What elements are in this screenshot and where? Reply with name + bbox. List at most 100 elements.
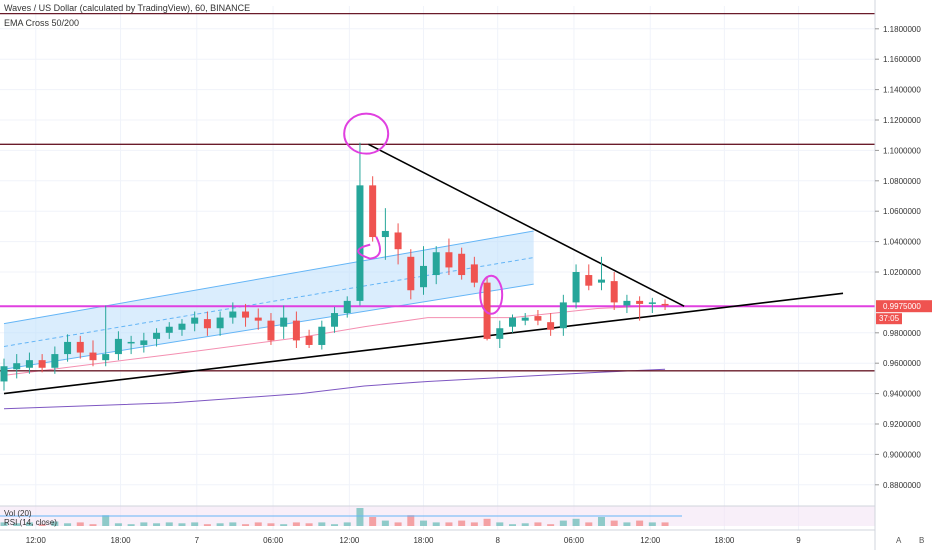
- volume-bar: [64, 523, 72, 526]
- volume-bar: [458, 520, 466, 526]
- x-tick-label: 06:00: [263, 536, 284, 545]
- countdown-label: 37:05: [879, 314, 900, 323]
- y-tick-label: 0.9000000: [883, 450, 921, 459]
- candle-body: [636, 300, 644, 304]
- y-tick-label: 1.1200000: [883, 116, 921, 125]
- candle-body: [483, 282, 491, 339]
- volume-bar: [89, 524, 97, 526]
- candle-body: [610, 281, 618, 303]
- volume-bar: [38, 524, 46, 526]
- volume-bar: [305, 523, 313, 526]
- volume-bar: [102, 515, 110, 526]
- x-tick-label: 9: [796, 536, 801, 545]
- volume-bar: [445, 522, 453, 526]
- candle-body: [178, 323, 186, 330]
- annotation-circle: [357, 236, 382, 260]
- channel-fill: [4, 230, 534, 370]
- candle-body: [318, 326, 326, 345]
- volume-bar: [51, 521, 59, 526]
- candle-body: [331, 313, 339, 327]
- trend-line: [368, 143, 685, 307]
- volume-bar: [394, 522, 402, 526]
- candle-body: [534, 316, 542, 321]
- volume-bar: [203, 524, 211, 526]
- y-tick-label: 1.0200000: [883, 268, 921, 277]
- candle-body: [445, 252, 453, 268]
- candle-body: [254, 317, 262, 321]
- volume-bar: [165, 522, 173, 526]
- price-label-box: [876, 300, 932, 313]
- volume-bar: [509, 524, 516, 526]
- study-label[interactable]: EMA Cross 50/200: [4, 18, 80, 28]
- candle-body: [661, 303, 669, 306]
- y-tick-label: 0.9400000: [883, 390, 921, 399]
- volume-bar: [13, 523, 21, 526]
- y-tick-label: 0.9200000: [883, 420, 921, 429]
- time-axis: 12:00 18:00 7 06:00 12:00 18:00 8 06:00 12:00 18:…: [0, 529, 875, 545]
- candle-body: [559, 302, 567, 329]
- candle-body: [381, 230, 389, 238]
- candle-body: [203, 319, 211, 329]
- volume-bar: [191, 522, 199, 526]
- candle-body: [420, 265, 428, 288]
- channel-upper: [3, 230, 534, 325]
- volume-bar: [267, 523, 275, 526]
- volume-bar: [597, 517, 605, 526]
- price-axis: 1.1800000 1.1600000 1.1400000 1.1200000 1.10…: [874, 0, 932, 550]
- candle-body: [191, 317, 199, 324]
- candle-body: [356, 185, 364, 301]
- volume-bar: [432, 522, 440, 526]
- volume-bar: [229, 522, 237, 526]
- x-tick-label: 7: [195, 536, 200, 545]
- volume-bar: [483, 518, 491, 526]
- volume-bar: [356, 508, 364, 526]
- candle-body: [76, 341, 84, 353]
- auto-scale-button[interactable]: A: [896, 536, 902, 545]
- countdown-box: [876, 313, 902, 325]
- volume-bar: [292, 522, 300, 526]
- candle-body: [114, 338, 122, 355]
- x-tick-label: 12:00: [339, 536, 360, 545]
- volume-bar: [331, 524, 339, 526]
- rsi-label[interactable]: RSI (14, close): [4, 518, 57, 527]
- volume-bar: [470, 522, 478, 526]
- volume-bar: [407, 515, 415, 526]
- x-tick-label: 12:00: [26, 536, 47, 545]
- volume-bar: [127, 524, 135, 526]
- horizontal-lines: [0, 12, 875, 372]
- candle-body: [25, 360, 33, 368]
- volume-bar: [381, 520, 389, 526]
- y-tick-label: 0.9600000: [883, 359, 921, 368]
- volume-bar: [153, 523, 161, 526]
- volume-bar: [254, 522, 262, 526]
- candle-body: [509, 317, 516, 327]
- candle-body: [102, 354, 110, 361]
- x-tick-label: 8: [495, 536, 500, 545]
- volume-bar: [648, 522, 656, 526]
- candle-body: [242, 311, 250, 318]
- volume-bar: [318, 522, 326, 526]
- candle-body: [585, 275, 593, 286]
- candle-body: [89, 352, 97, 361]
- volume-bar: [216, 523, 224, 526]
- candle-body: [432, 252, 440, 276]
- volume-label[interactable]: Vol (20): [4, 509, 32, 518]
- channel-mid: [3, 257, 534, 347]
- volume-bar: [521, 523, 529, 526]
- y-tick-label: 1.0400000: [883, 238, 921, 247]
- x-tick-label: 18:00: [413, 536, 434, 545]
- volume-bar: [280, 524, 288, 526]
- candle-body: [369, 185, 377, 238]
- candle-body: [51, 354, 59, 368]
- log-scale-button[interactable]: B: [919, 536, 925, 545]
- y-tick-label: 0.9800000: [883, 329, 921, 338]
- volume-bar: [140, 522, 148, 526]
- candle-body: [547, 322, 555, 330]
- candle-body: [127, 341, 135, 344]
- x-tick-label: 18:00: [714, 536, 735, 545]
- ema-lines: [3, 304, 666, 410]
- annotation-circle: [479, 274, 504, 315]
- trend-lines: [3, 143, 844, 395]
- candle-body: [153, 332, 161, 339]
